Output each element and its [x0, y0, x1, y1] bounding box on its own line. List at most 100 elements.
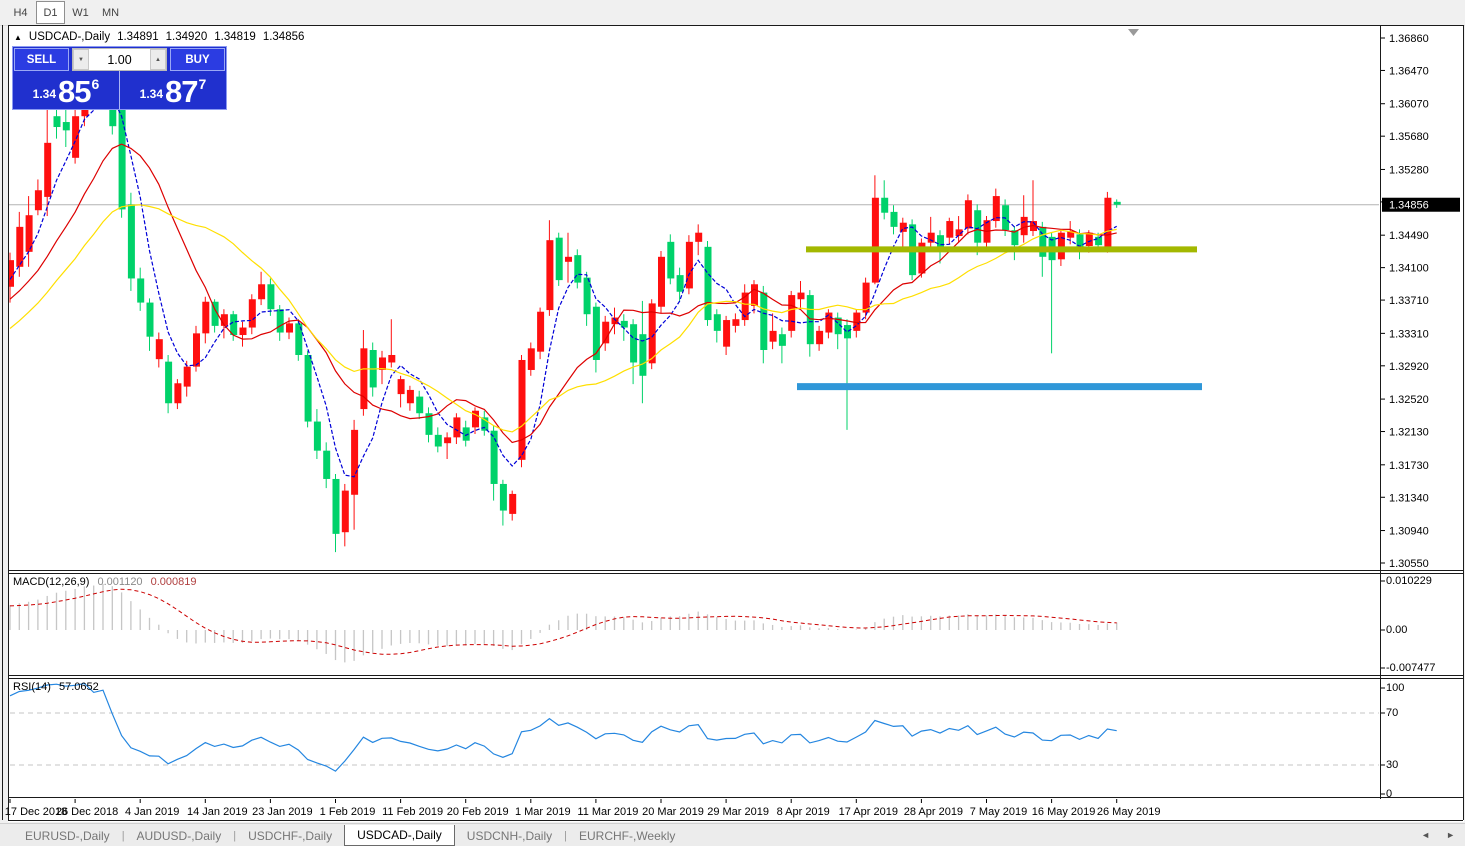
tab-audusd-daily[interactable]: AUDUSD-,Daily	[136, 828, 222, 843]
svg-text:1.34856: 1.34856	[1389, 200, 1429, 212]
price-axis-tick: 1.36070	[1389, 99, 1429, 111]
date-axis-label: 16 May 2019	[1032, 806, 1096, 818]
price-axis-tick: 1.30940	[1389, 526, 1429, 538]
macd-name: MACD(12,26,9)	[13, 576, 90, 588]
rsi-label: RSI(14) 57.0652	[13, 681, 104, 693]
macd-signal-value: 0.000819	[150, 576, 197, 588]
rsi-name: RSI(14)	[13, 681, 51, 693]
rsi-axis-tick: 0	[1386, 788, 1392, 800]
one-click-trading-widget: SELL ▼ 1.00 ▲ BUY 1.34 85 6 1.34 87 7	[12, 46, 227, 110]
tabs-scroll-right-icon[interactable]: ►	[1446, 830, 1455, 840]
price-axis-tick: 1.34100	[1389, 263, 1429, 275]
sell-button[interactable]: SELL	[14, 48, 69, 71]
macd-axis-tick: 0.00	[1386, 624, 1407, 636]
date-axis-label: 20 Mar 2019	[642, 806, 704, 818]
date-axis-label: 17 Apr 2019	[839, 806, 898, 818]
tab-usdchf-daily[interactable]: USDCHF-,Daily	[248, 828, 333, 843]
date-axis-label: 26 May 2019	[1097, 806, 1161, 818]
sell-price-sup: 6	[91, 76, 100, 92]
sell-price-display[interactable]: 1.34 85 6	[13, 71, 119, 109]
price-axis-tick: 1.32130	[1389, 427, 1429, 439]
macd-axis-tick: -0.007477	[1386, 662, 1436, 674]
current-price-label	[1382, 197, 1460, 212]
ma-slow-yellow	[9, 204, 1117, 433]
date-axis-label: 11 Feb 2019	[382, 806, 443, 818]
price-axis-tick: 1.30550	[1389, 558, 1429, 570]
date-axis-label: 11 Mar 2019	[577, 806, 638, 818]
ma-mid-red	[9, 143, 1117, 444]
ohlc-low: 1.34819	[214, 31, 256, 43]
collapse-triangle-icon[interactable]: ▲	[14, 32, 22, 42]
tab-usdcnh-daily[interactable]: USDCNH-,Daily	[466, 828, 553, 843]
date-axis-label: 23 Jan 2019	[252, 806, 313, 818]
date-axis-label: 8 Apr 2019	[777, 806, 830, 818]
timeframe-button-w1[interactable]: W1	[72, 6, 89, 19]
chart-window	[8, 25, 1464, 822]
tab-usdcad-daily[interactable]: USDCAD-,Daily	[344, 825, 455, 846]
rsi-line	[9, 682, 1117, 772]
price-axis-tick: 1.32520	[1389, 394, 1429, 406]
date-axis-label: 20 Feb 2019	[447, 806, 509, 818]
macd-main-value: 0.001120	[97, 576, 143, 588]
tab-separator: |	[233, 829, 237, 842]
buy-price-big: 87	[165, 74, 198, 109]
macd-label: MACD(12,26,9) 0.001120 0.000819	[13, 576, 202, 588]
ohlc-close: 1.34856	[262, 31, 305, 43]
price-axis-tick: 1.31340	[1389, 492, 1429, 504]
date-axis-label: 1 Mar 2019	[515, 806, 571, 818]
rsi-panel	[9, 682, 1379, 772]
timeframe-button-d1[interactable]: D1	[36, 1, 65, 24]
symbol-tabbar: EURUSD-,Daily | AUDUSD-,Daily | USDCHF-,Dail…	[0, 823, 1465, 846]
ohlc-open: 1.34891	[117, 31, 159, 43]
tab-separator: |	[564, 829, 567, 842]
price-axis-tick: 1.32920	[1389, 361, 1429, 373]
main-price-panel	[9, 56, 1379, 553]
rsi-axis-tick: 100	[1386, 682, 1404, 694]
lot-size-field[interactable]: 1.00	[107, 52, 132, 67]
chart-shift-marker-icon	[1128, 29, 1139, 36]
tab-eurchf-weekly[interactable]: EURCHF-,Weekly	[578, 828, 676, 843]
rsi-value: 57.0652	[58, 681, 99, 693]
price-axis-tick: 1.34490	[1389, 230, 1429, 242]
price-axis-tick: 1.36470	[1389, 65, 1429, 77]
chart-canvas[interactable]: 1.368601.364701.360701.356801.352801.348…	[0, 0, 1465, 824]
rsi-axis-tick: 70	[1386, 707, 1398, 719]
sell-price-prefix: 1.34	[32, 87, 57, 101]
price-axis-tick: 1.35280	[1389, 164, 1429, 176]
chart-symbol-name: USDCAD-,Daily	[28, 31, 111, 43]
date-axis-label: 14 Jan 2019	[187, 806, 248, 818]
macd-axis-tick: 0.010229	[1386, 575, 1432, 587]
price-axis-tick: 1.35680	[1389, 131, 1429, 143]
timeframe-button-h4[interactable]: H4	[13, 6, 28, 19]
tab-eurusd-daily[interactable]: EURUSD-,Daily	[25, 828, 110, 843]
buy-price-prefix: 1.34	[139, 87, 164, 101]
date-axis-label: 1 Feb 2019	[320, 806, 376, 818]
date-axis-label: 28 Apr 2019	[904, 806, 963, 818]
buy-price-sup: 7	[198, 76, 207, 92]
price-axis-tick: 1.33710	[1389, 295, 1429, 307]
rsi-axis-tick: 30	[1386, 759, 1398, 771]
date-axis-label: 7 May 2019	[970, 806, 1027, 818]
price-axis-tick: 1.33310	[1389, 328, 1429, 340]
buy-button[interactable]: BUY	[170, 48, 225, 71]
buy-price-display[interactable]: 1.34 87 7	[119, 71, 226, 109]
chart-title: ▲ USDCAD-,Daily 1.34891 1.34920 1.34819 …	[14, 31, 304, 43]
tab-separator: |	[121, 829, 125, 842]
tabs-scroll-left-icon[interactable]: ◄	[1421, 830, 1431, 840]
price-axis-tick: 1.31730	[1389, 460, 1429, 472]
timeframe-button-mn[interactable]: MN	[101, 6, 120, 19]
ohlc-high: 1.34920	[165, 31, 208, 43]
lot-size-control: ▼ 1.00 ▲	[72, 48, 167, 71]
lot-increase-button[interactable]: ▲	[150, 49, 166, 70]
price-axis-tick: 1.36860	[1389, 33, 1429, 45]
date-axis-label: 17 Dec 2018	[5, 806, 67, 818]
lot-decrease-button[interactable]: ▼	[73, 49, 89, 70]
date-axis-label: 4 Jan 2019	[125, 806, 179, 818]
macd-panel	[9, 583, 1118, 663]
sell-price-big: 85	[58, 74, 91, 109]
macd-signal-line	[9, 588, 1117, 655]
date-axis-label: 29 Mar 2019	[707, 806, 769, 818]
ma-fast-blue	[9, 96, 1117, 478]
date-axis-label: 26 Dec 2018	[56, 806, 118, 818]
